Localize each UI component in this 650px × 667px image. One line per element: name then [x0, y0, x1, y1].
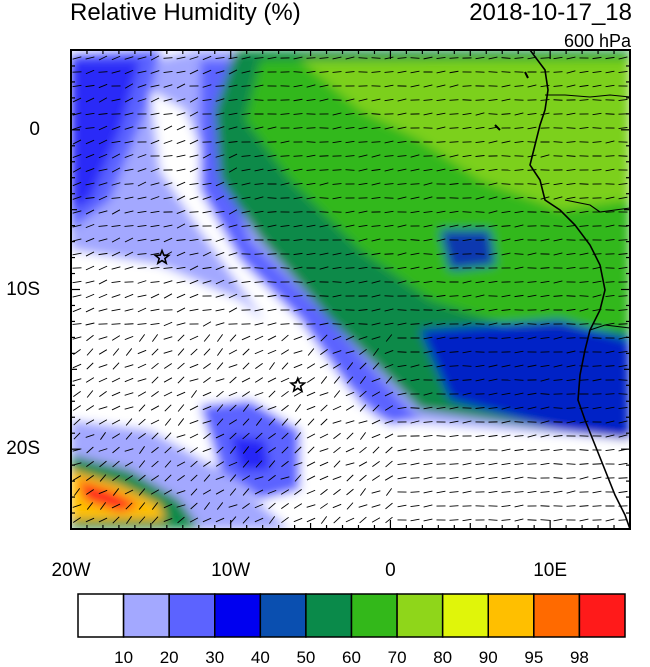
colorbar-swatch: [487, 593, 535, 638]
x-tick-label: 20W: [51, 560, 91, 581]
humidity-field: [71, 50, 630, 529]
colorbar-label: 10: [114, 648, 134, 667]
colorbar-swatch: [350, 593, 398, 638]
x-tick-label: 10W: [211, 560, 251, 581]
colorbar-label: 98: [569, 648, 589, 667]
variable-title: Relative Humidity (%): [70, 0, 301, 26]
y-tick-label: 20S: [6, 438, 40, 460]
colorbar-label: 70: [387, 648, 407, 667]
y-tick-label: 10S: [6, 278, 40, 300]
star-marker: [153, 248, 171, 265]
pressure-level: 600 hPa: [563, 31, 631, 51]
colorbar-label: 50: [296, 648, 316, 667]
x-tick-label: 10E: [533, 560, 568, 581]
colorbar-swatch: [305, 593, 353, 638]
colorbar-swatch: [168, 593, 216, 638]
colorbar-label: 30: [205, 648, 225, 667]
colorbar-label: 95: [524, 648, 544, 667]
colorbar-swatch: [122, 593, 170, 638]
colorbar-label: 40: [250, 648, 270, 667]
colorbar-label: 90: [478, 648, 498, 667]
x-tick-label: 0: [385, 560, 396, 581]
colorbar-swatch: [441, 593, 489, 638]
datetime-title: 2018-10-17_18: [469, 0, 632, 26]
colorbar-swatch: [533, 593, 581, 638]
colorbar-swatch: [77, 593, 125, 638]
colorbar-swatch: [214, 593, 262, 638]
colorbar-swatch: [259, 593, 307, 638]
colorbar-swatch: [578, 593, 626, 638]
colorbar-label: 60: [342, 648, 361, 667]
colorbar-label: 80: [433, 648, 453, 667]
colorbar-label: 20: [159, 648, 179, 667]
colorbar: [77, 593, 626, 638]
y-tick-label: 0: [29, 118, 40, 140]
star-marker: [288, 376, 307, 393]
colorbar-swatch: [396, 593, 444, 638]
